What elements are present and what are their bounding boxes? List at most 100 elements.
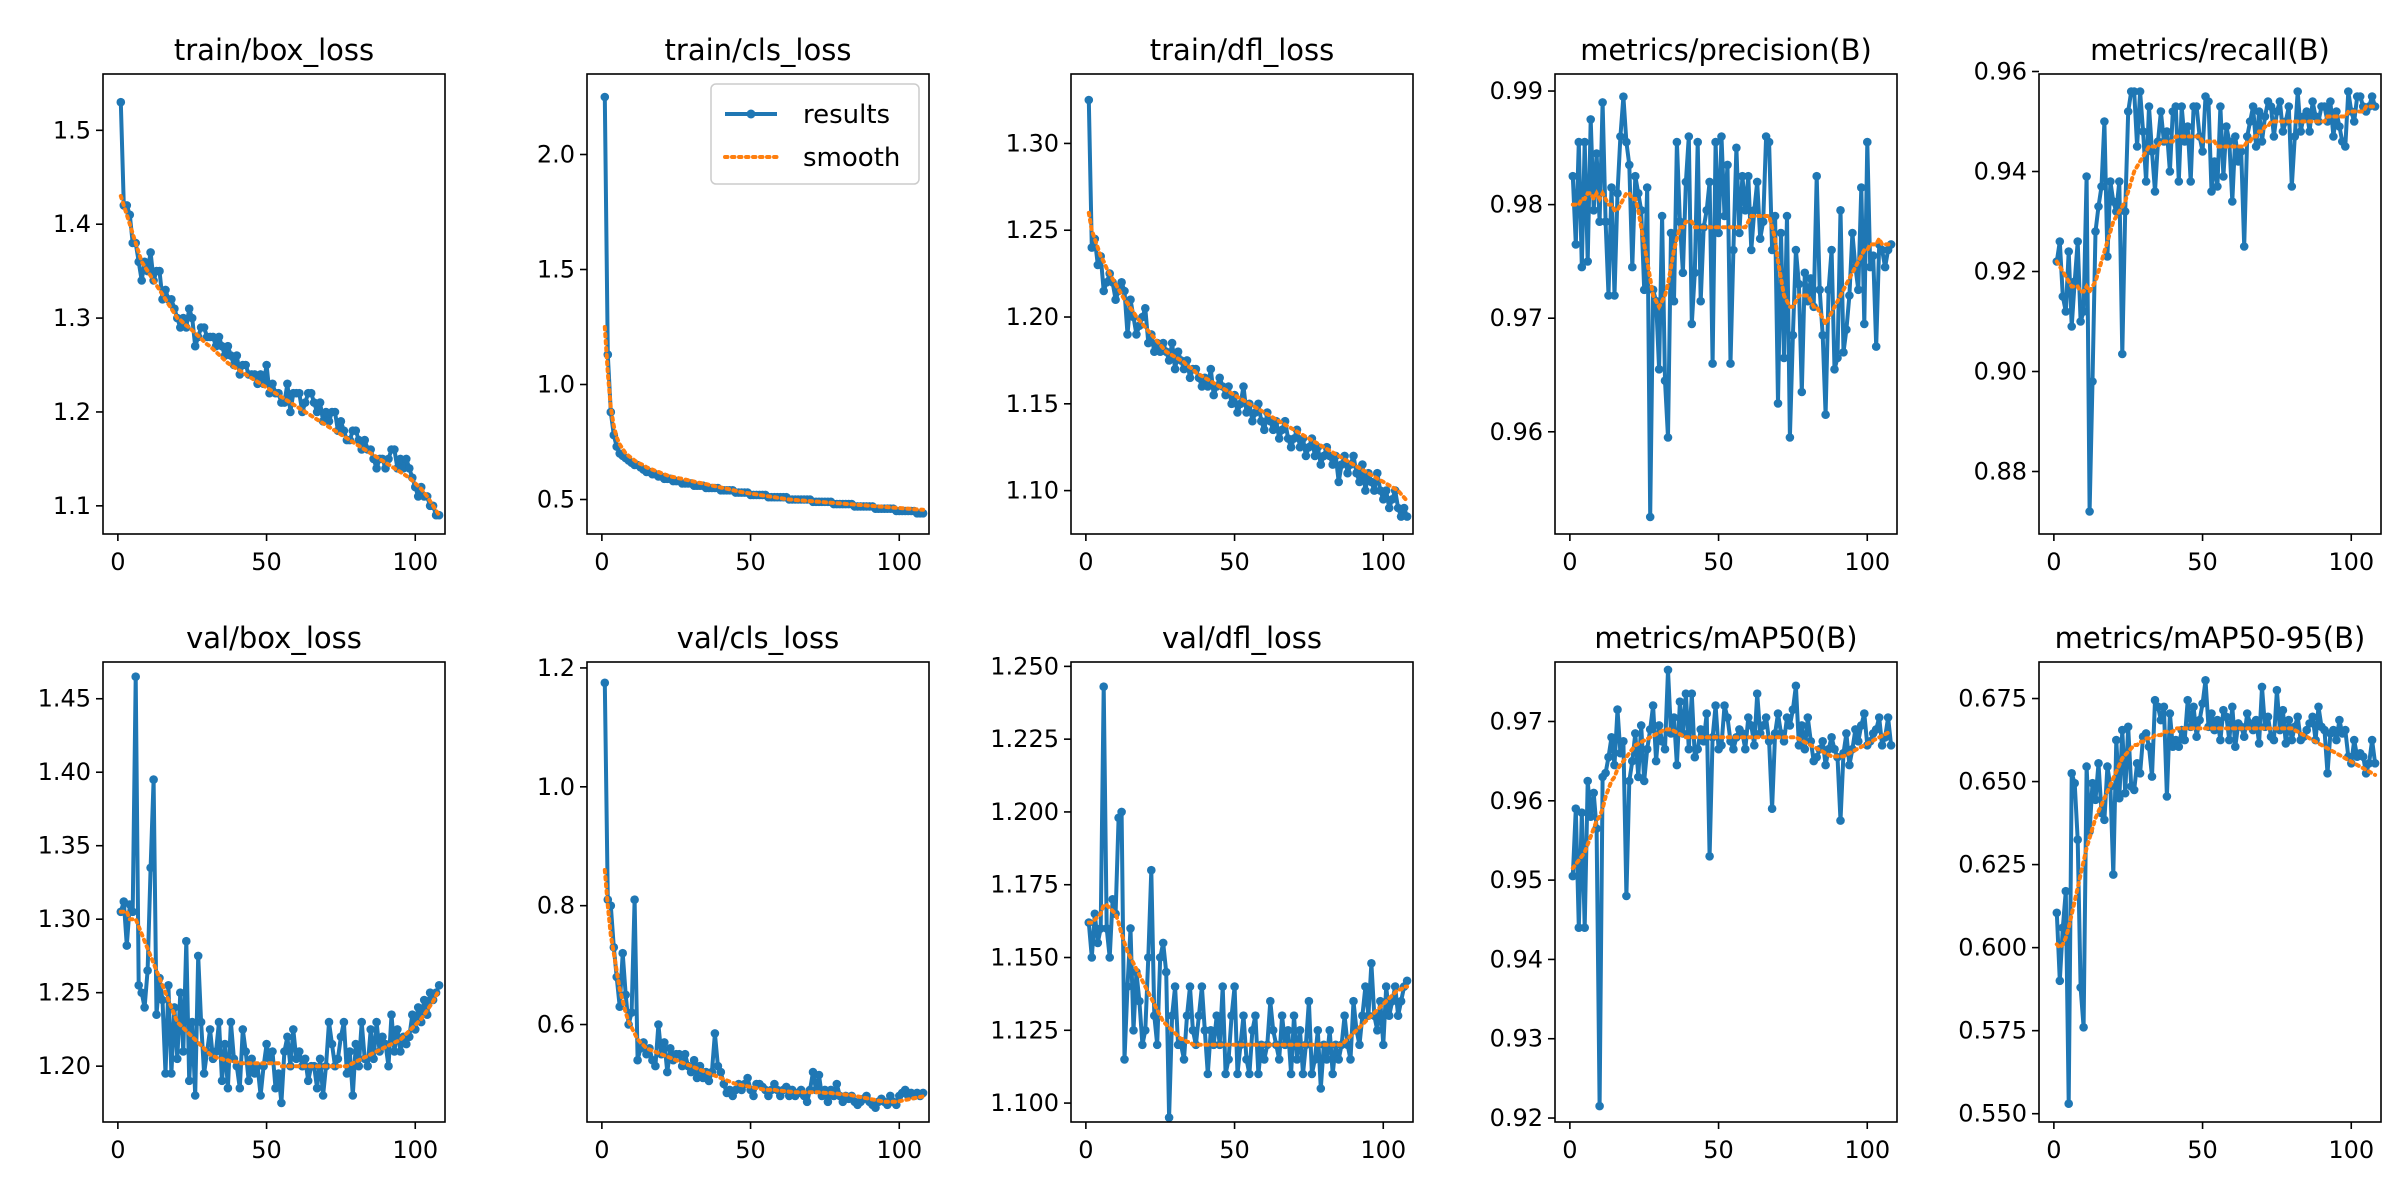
smooth-line bbox=[1086, 903, 1410, 1047]
results-point bbox=[1645, 725, 1655, 734]
results-point bbox=[1328, 1069, 1337, 1079]
results-point bbox=[360, 435, 370, 445]
results-point bbox=[1839, 348, 1848, 357]
results-point bbox=[2123, 107, 2133, 116]
results-point bbox=[1197, 982, 1207, 991]
results-point bbox=[2219, 705, 2228, 715]
results-point bbox=[1607, 183, 1616, 192]
results-point bbox=[1752, 177, 1762, 187]
results-point bbox=[1752, 689, 1762, 698]
results-point bbox=[1854, 285, 1863, 295]
results-point bbox=[1770, 211, 1780, 221]
results-point bbox=[1120, 1055, 1129, 1064]
results-point bbox=[1854, 737, 1863, 746]
results-point bbox=[1132, 330, 1141, 339]
results-point bbox=[1283, 434, 1293, 443]
results-point bbox=[1625, 776, 1634, 786]
results-point bbox=[1277, 425, 1287, 435]
results-point bbox=[199, 1069, 209, 1078]
results-point bbox=[1325, 1026, 1334, 1035]
results-point bbox=[2293, 87, 2302, 96]
subplot-title: train/cls_loss bbox=[665, 33, 852, 67]
results-point bbox=[2061, 307, 2071, 316]
results-point bbox=[2335, 122, 2344, 131]
results-point bbox=[396, 454, 405, 464]
results-point bbox=[2326, 97, 2335, 106]
y-tick-label: 0.94 bbox=[1490, 945, 1543, 973]
y-tick-label: 1.35 bbox=[38, 832, 91, 860]
results-point bbox=[1123, 330, 1132, 339]
subplot-3: train/dfl_loss 0 50 100 1.10 1.15 1.20 1.25 1.30 bbox=[1006, 33, 1414, 576]
results-point bbox=[1794, 279, 1804, 289]
results-point bbox=[324, 417, 334, 426]
results-point bbox=[1788, 330, 1798, 340]
results-point bbox=[425, 988, 435, 997]
results-point bbox=[235, 1083, 245, 1093]
y-tick-label: 1.3 bbox=[53, 304, 91, 332]
y-tick-label: 0.8 bbox=[537, 892, 575, 920]
results-point bbox=[1818, 330, 1827, 340]
results-point bbox=[396, 1047, 405, 1056]
y-tick-label: 0.92 bbox=[1974, 258, 2027, 286]
results-point bbox=[1830, 365, 1839, 374]
results-point bbox=[393, 1025, 402, 1034]
results-point bbox=[1340, 1011, 1349, 1020]
results-point bbox=[1292, 1055, 1302, 1064]
results-point bbox=[1334, 477, 1343, 487]
x-tick-label: 0 bbox=[110, 548, 125, 576]
results-point bbox=[2118, 349, 2127, 359]
subplot-title: val/dfl_loss bbox=[1162, 621, 1322, 655]
results-point bbox=[1812, 171, 1821, 181]
y-tick-label: 1.0 bbox=[537, 371, 575, 399]
results-point bbox=[345, 1047, 355, 1056]
results-point bbox=[1310, 1055, 1320, 1064]
results-point bbox=[1589, 788, 1598, 798]
results-point bbox=[2222, 122, 2231, 131]
results-point bbox=[2367, 92, 2377, 101]
results-point bbox=[402, 454, 411, 464]
results-point bbox=[2332, 735, 2341, 745]
subplot-5: metrics/recall(B) 0 50 100 0.88 0.90 0.92 0.94 0… bbox=[1974, 33, 2382, 576]
results-point bbox=[1842, 325, 1851, 334]
subplot-title: train/box_loss bbox=[174, 33, 374, 67]
results-point bbox=[315, 1054, 325, 1064]
results-point bbox=[1687, 689, 1697, 698]
results-point bbox=[2329, 725, 2338, 735]
results-point bbox=[1379, 1040, 1388, 1050]
results-point bbox=[1227, 1011, 1236, 1020]
results-point bbox=[1280, 416, 1290, 426]
results-point bbox=[2058, 923, 2068, 932]
results-point bbox=[2159, 702, 2169, 712]
results-point bbox=[2156, 107, 2166, 116]
results-point bbox=[1660, 376, 1670, 386]
results-point bbox=[2135, 87, 2145, 96]
axes-frame bbox=[586, 661, 930, 1123]
y-tick-label: 0.97 bbox=[1490, 304, 1543, 332]
results-point bbox=[2174, 742, 2184, 751]
results-point bbox=[2355, 92, 2365, 101]
results-point bbox=[1767, 245, 1777, 255]
results-point bbox=[2094, 759, 2103, 768]
results-point bbox=[1135, 996, 1144, 1006]
results-point bbox=[2207, 709, 2216, 718]
x-tick-label: 0 bbox=[110, 1136, 125, 1164]
results-point bbox=[1726, 359, 1735, 368]
results-point bbox=[1164, 356, 1174, 365]
x-tick-label: 100 bbox=[1844, 1136, 1890, 1164]
results-point bbox=[1785, 433, 1795, 442]
results-point bbox=[1182, 1011, 1192, 1020]
results-point bbox=[2129, 87, 2139, 96]
results-point bbox=[1096, 924, 1105, 933]
y-tick-label: 0.600 bbox=[1958, 934, 2027, 962]
results-point bbox=[226, 351, 236, 360]
results-point bbox=[277, 1098, 286, 1108]
results-point bbox=[1761, 713, 1771, 722]
results-point bbox=[2242, 132, 2252, 141]
results-point bbox=[1818, 737, 1827, 746]
results-point bbox=[402, 1039, 411, 1049]
results-point bbox=[814, 1070, 824, 1080]
results-point bbox=[1102, 924, 1111, 933]
y-tick-label: 1.2 bbox=[53, 398, 91, 426]
results-point bbox=[2082, 762, 2091, 771]
plot-area bbox=[116, 97, 444, 520]
